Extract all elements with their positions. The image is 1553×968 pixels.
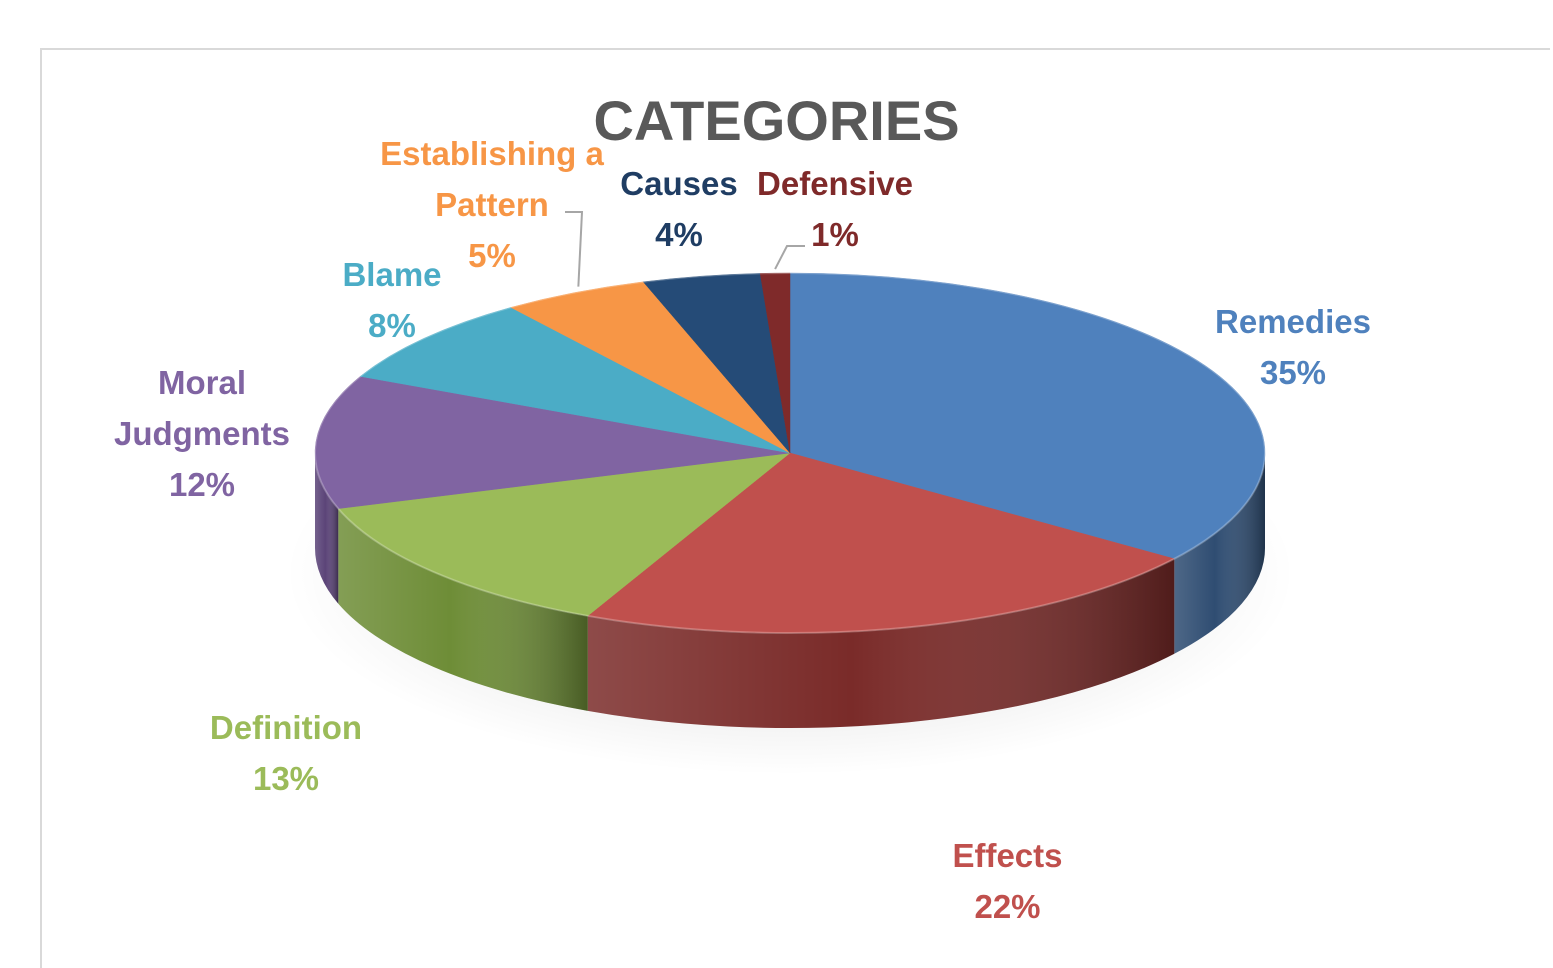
slice-label-causes: Causes 4% [612, 158, 746, 260]
leader-line-establishing-a-pattern [565, 211, 584, 287]
slice-name: Defensive [757, 165, 913, 202]
slice-percent: 22% [974, 888, 1041, 925]
slice-name: Definition [209, 709, 363, 746]
pie-side-shade [587, 558, 1175, 728]
leader-line-defensive [774, 245, 805, 270]
slice-label-moral-judgments: Moral Judgments 12% [96, 357, 308, 510]
pie-chart [285, 211, 1295, 775]
slice-percent: 35% [1259, 354, 1327, 391]
pie-slice-definition [337, 452, 791, 617]
slice-name: Moral Judgments [113, 364, 291, 452]
slice-label-definition: Definition 13% [186, 702, 386, 804]
slice-label-defensive: Defensive 1% [745, 158, 925, 260]
slice-name: Blame [342, 256, 442, 293]
slice-name: Causes [620, 165, 738, 202]
slice-name: Establishing a Pattern [380, 135, 604, 223]
pie-side-shade [338, 508, 588, 711]
slice-percent: 5% [468, 237, 516, 274]
slice-label-remedies: Remedies 35% [1198, 296, 1388, 398]
pie-rim [314, 272, 1266, 634]
slice-percent: 1% [811, 216, 859, 253]
pie-slice-moral-judgments [314, 376, 791, 509]
slice-percent: 13% [252, 760, 320, 797]
slice-name: Remedies [1215, 303, 1371, 340]
pie-slice-defensive [759, 272, 791, 454]
slice-label-blame: Blame 8% [325, 249, 459, 351]
slice-percent: 8% [368, 307, 416, 344]
slice-percent: 12% [168, 466, 236, 503]
slice-label-establishing-a-pattern: Establishing a Pattern 5% [368, 128, 616, 281]
pie-side-shade [315, 453, 339, 604]
pie-slice-blame [359, 307, 791, 454]
slice-percent: 4% [655, 216, 703, 253]
pie-slice-remedies [789, 272, 1266, 560]
slice-name: Effects [952, 837, 1063, 874]
pie-slice-establishing-a-pattern [510, 281, 791, 454]
chart-title: CATEGORIES [593, 89, 960, 152]
slice-label-effects: Effects 22% [930, 830, 1085, 932]
pie-side-shade [1174, 453, 1265, 654]
